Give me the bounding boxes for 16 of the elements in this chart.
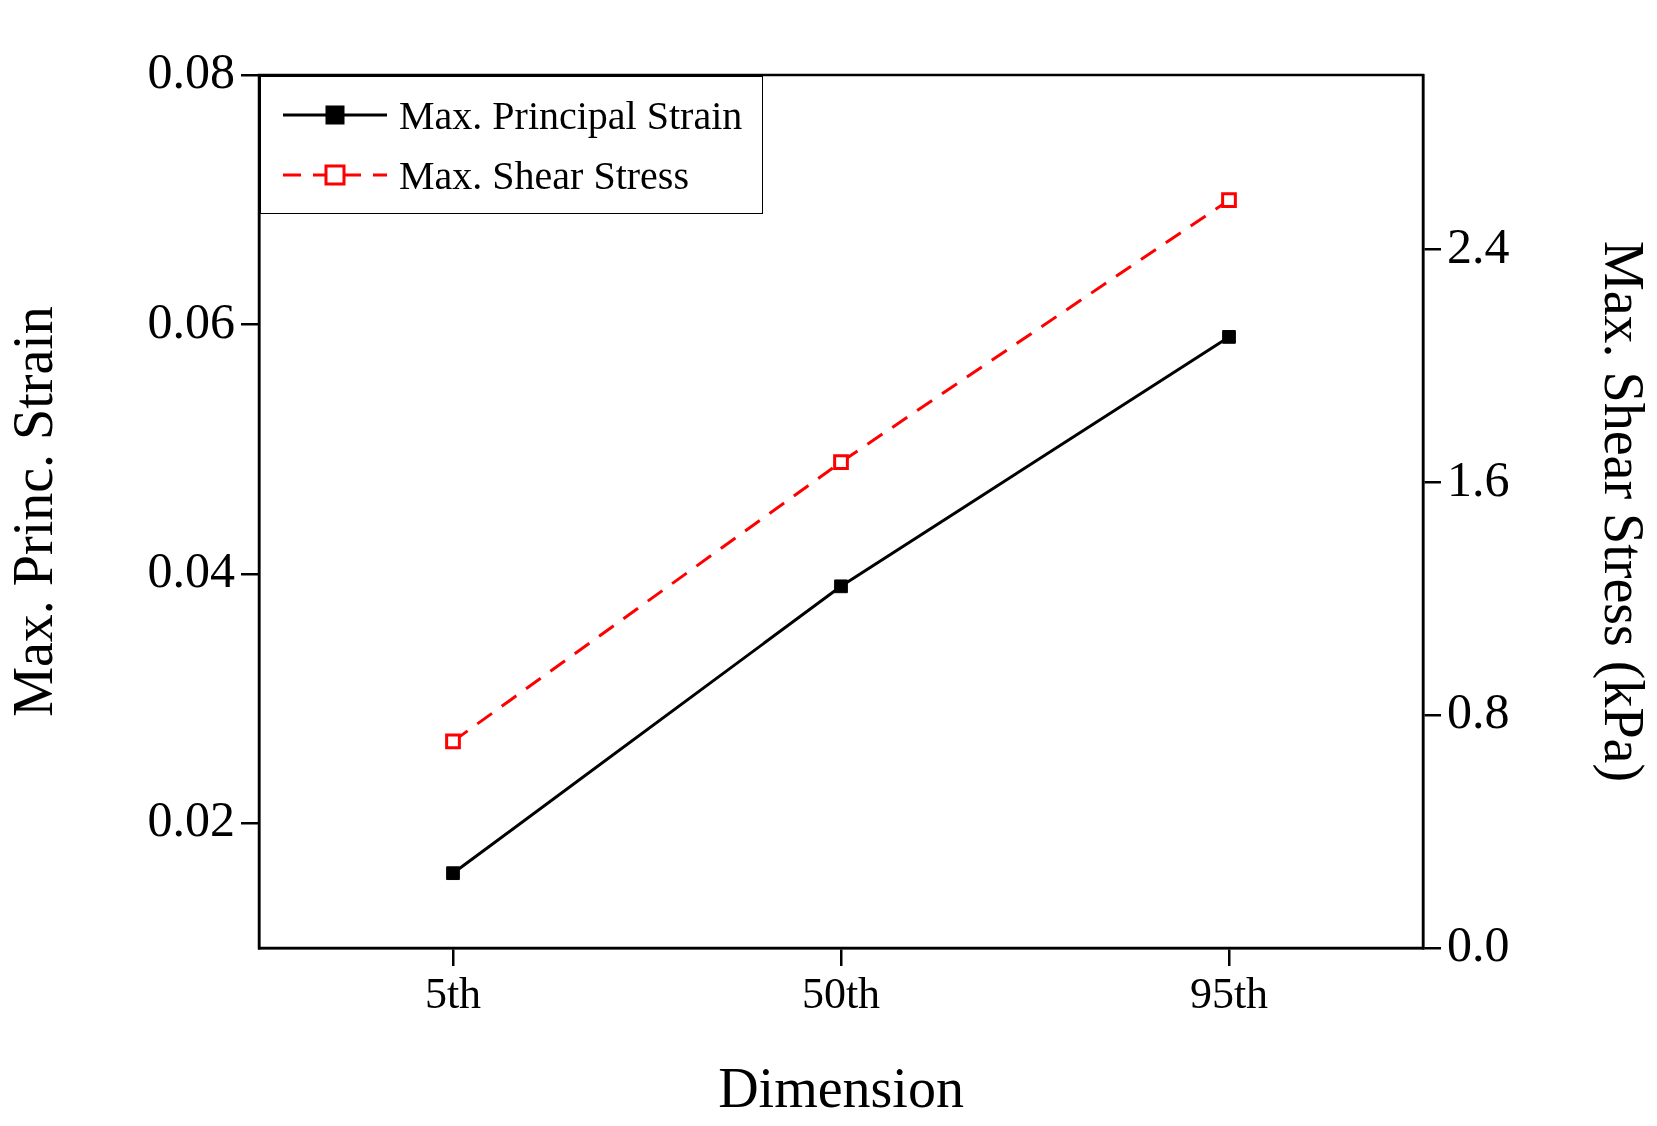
y2-tick-label: 0.8	[1447, 683, 1510, 740]
y2-tick-label: 0.0	[1447, 916, 1510, 973]
y-tick-label: 0.04	[147, 541, 235, 598]
y-axis-title: Max. Princ. Strain	[2, 306, 65, 717]
x-tick-label: 95th	[1189, 968, 1269, 1018]
y-tick-label: 0.02	[147, 791, 235, 848]
y2-tick-label: 2.4	[1447, 217, 1510, 274]
legend-label: Max. Shear Stress	[399, 151, 689, 199]
legend-label: Max. Principal Strain	[399, 91, 743, 139]
y-tick-label: 0.06	[147, 292, 235, 349]
x-tick-label: 50th	[801, 968, 881, 1018]
x-axis-title: Dimension	[718, 1057, 964, 1120]
y2-tick-label: 1.6	[1447, 450, 1510, 507]
y2-axis-title: Max. Shear Stress (kPa)	[1591, 240, 1655, 783]
y-tick-label: 0.08	[147, 43, 235, 100]
x-tick-label: 5th	[424, 968, 482, 1018]
